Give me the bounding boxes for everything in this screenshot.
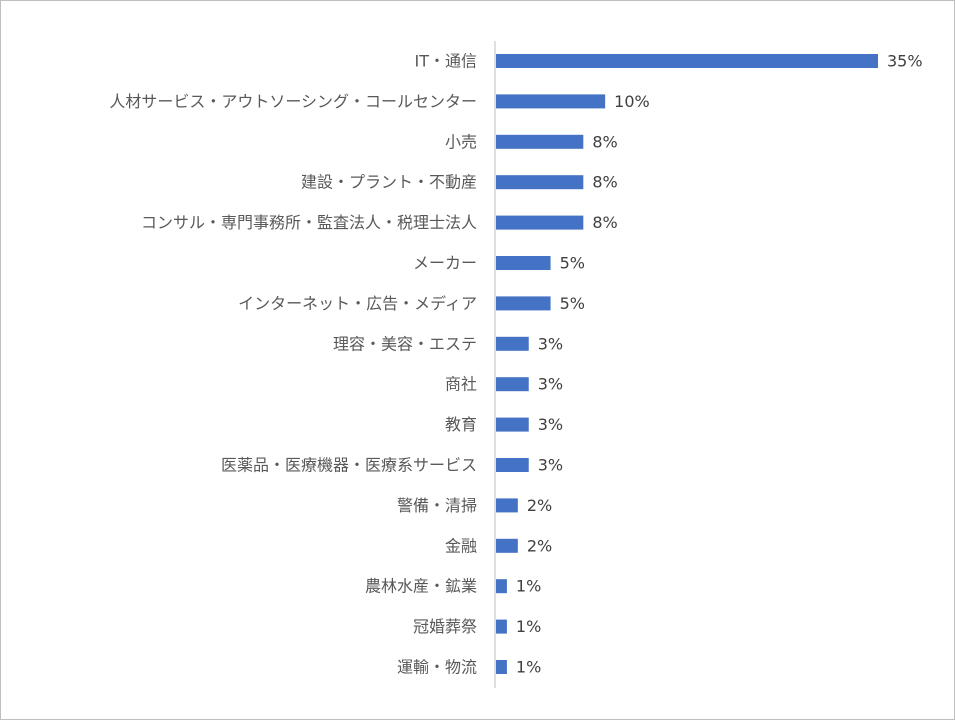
category-label: 人材サービス・アウトソーシング・コールセンター	[109, 92, 477, 111]
value-label: 3%	[538, 375, 563, 394]
value-label: 10%	[614, 92, 650, 111]
bar	[496, 175, 584, 190]
value-label: 8%	[592, 132, 617, 151]
category-label: 医薬品・医療機器・医療系サービス	[221, 456, 477, 475]
bar	[496, 215, 584, 230]
category-label: 運輸・物流	[397, 658, 477, 677]
bar	[496, 579, 507, 594]
value-label: 3%	[538, 456, 563, 475]
category-label: 農林水産・鉱業	[365, 577, 477, 596]
value-labels-group: 35% 10% 8% 8% 8% 5% 5% 3% 3% 3% 3% 2% 2% 1% 1% 1%	[516, 52, 923, 677]
category-label: 金融	[445, 536, 477, 555]
value-label: 2%	[527, 496, 552, 515]
category-label: コンサル・専門事務所・監査法人・税理士法人	[141, 213, 477, 232]
value-label: 1%	[516, 577, 541, 596]
category-label: 警備・清掃	[397, 496, 477, 515]
bar	[496, 660, 507, 674]
value-label: 2%	[527, 536, 552, 555]
category-label: インターネット・広告・メディア	[238, 294, 477, 313]
bars-group	[496, 54, 878, 674]
bar	[496, 296, 551, 311]
bar	[496, 134, 584, 149]
value-label: 8%	[592, 213, 617, 232]
value-label: 5%	[560, 294, 585, 313]
category-label: IT・通信	[415, 52, 478, 71]
bar	[496, 417, 529, 432]
bar	[496, 619, 507, 634]
value-label: 1%	[516, 617, 541, 636]
bar	[496, 336, 529, 351]
value-label: 35%	[887, 52, 923, 71]
value-label: 8%	[592, 173, 617, 192]
value-label: 3%	[538, 415, 563, 434]
value-label: 3%	[538, 334, 563, 353]
category-labels-group: IT・通信人材サービス・アウトソーシング・コールセンター小売建設・プラント・不動…	[109, 52, 477, 677]
category-label: 教育	[445, 415, 477, 434]
bar	[496, 538, 518, 553]
value-label: 5%	[560, 254, 585, 273]
category-label: 理容・美容・エステ	[333, 334, 477, 353]
value-label: 1%	[516, 658, 541, 677]
category-label: メーカー	[413, 254, 477, 273]
bar	[496, 94, 606, 109]
category-label: 小売	[445, 132, 477, 151]
category-label: 冠婚葬祭	[413, 617, 477, 636]
bar	[496, 54, 878, 68]
bar	[496, 498, 518, 513]
category-label: 建設・プラント・不動産	[301, 173, 477, 192]
category-label: 商社	[445, 375, 477, 394]
bar	[496, 458, 529, 472]
bar	[496, 377, 529, 392]
bar	[496, 256, 551, 270]
